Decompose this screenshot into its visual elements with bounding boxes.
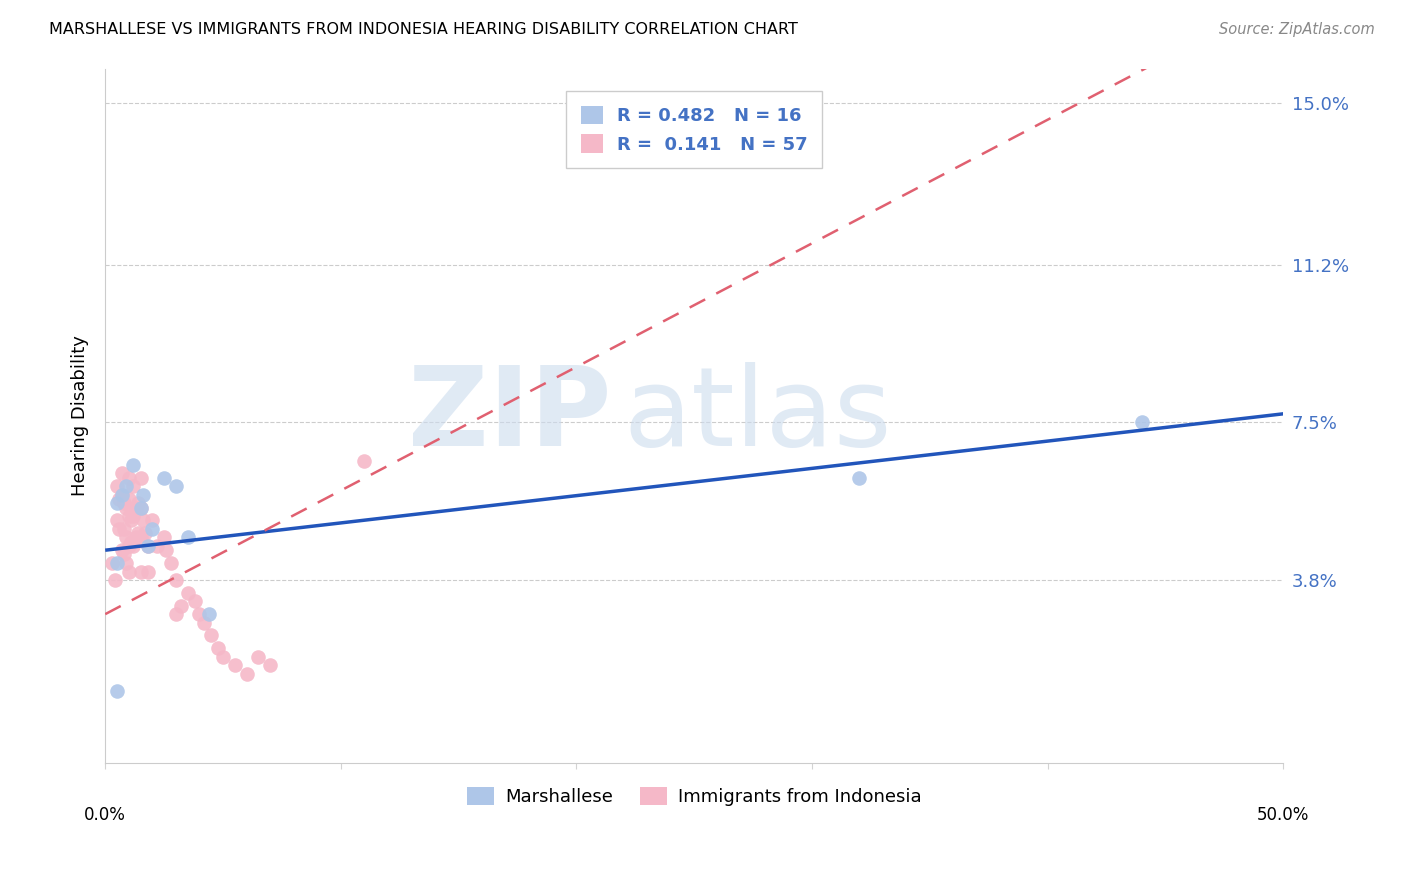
Point [132, 513, 155, 527]
Point [132, 488, 155, 502]
Point [125, 530, 148, 544]
Point [105, 496, 128, 510]
Point [122, 509, 145, 524]
Point [353, 453, 375, 467]
Point [141, 522, 163, 536]
Point [112, 548, 135, 562]
Point [111, 488, 134, 502]
Y-axis label: Hearing Disability: Hearing Disability [72, 335, 89, 496]
Point [104, 573, 127, 587]
Point [111, 488, 134, 502]
Point [112, 522, 135, 536]
Point [118, 471, 141, 485]
Point [115, 556, 138, 570]
Point [212, 649, 235, 664]
Point [247, 649, 270, 664]
Point [118, 539, 141, 553]
Point [122, 458, 145, 472]
Point [105, 684, 128, 698]
Point [118, 509, 141, 524]
Text: ZIP: ZIP [408, 362, 612, 469]
Point [127, 496, 149, 510]
Point [129, 500, 152, 515]
Point [134, 526, 156, 541]
Point [105, 513, 128, 527]
Point [136, 565, 159, 579]
Point [118, 491, 141, 506]
Point [200, 628, 222, 642]
Point [129, 471, 152, 485]
Point [111, 467, 134, 481]
Point [153, 471, 176, 485]
Point [111, 543, 134, 558]
Point [129, 500, 152, 515]
Point [101, 556, 124, 570]
Point [129, 565, 152, 579]
Point [224, 658, 246, 673]
Text: 50.0%: 50.0% [1257, 806, 1309, 824]
Point [105, 479, 128, 493]
Point [165, 607, 187, 622]
Point [1130, 415, 1153, 429]
Point [155, 543, 177, 558]
Point [160, 556, 183, 570]
Point [176, 530, 198, 544]
Point [184, 594, 207, 608]
Point [127, 526, 149, 541]
Point [115, 500, 138, 515]
Point [115, 530, 138, 544]
Point [122, 539, 145, 553]
Point [198, 607, 221, 622]
Point [136, 539, 159, 553]
Point [118, 565, 141, 579]
Text: MARSHALLESE VS IMMIGRANTS FROM INDONESIA HEARING DISABILITY CORRELATION CHART: MARSHALLESE VS IMMIGRANTS FROM INDONESIA… [49, 22, 799, 37]
Point [129, 530, 152, 544]
Legend: Marshallese, Immigrants from Indonesia: Marshallese, Immigrants from Indonesia [460, 780, 929, 814]
Point [848, 471, 870, 485]
Point [136, 539, 159, 553]
Point [108, 491, 131, 506]
Point [169, 599, 191, 613]
Point [165, 479, 187, 493]
Point [141, 513, 163, 527]
Point [120, 513, 142, 527]
Point [207, 641, 229, 656]
Point [122, 479, 145, 493]
Text: Source: ZipAtlas.com: Source: ZipAtlas.com [1219, 22, 1375, 37]
Point [235, 666, 257, 681]
Point [176, 586, 198, 600]
Point [259, 658, 281, 673]
Point [105, 556, 128, 570]
Point [165, 573, 187, 587]
Point [153, 530, 176, 544]
Point [115, 479, 138, 493]
Text: 0.0%: 0.0% [84, 806, 127, 824]
Point [112, 496, 135, 510]
Point [108, 522, 131, 536]
Point [146, 539, 169, 553]
Point [193, 615, 215, 630]
Point [188, 607, 211, 622]
Point [120, 534, 142, 549]
Point [125, 500, 148, 515]
Text: atlas: atlas [624, 362, 891, 469]
